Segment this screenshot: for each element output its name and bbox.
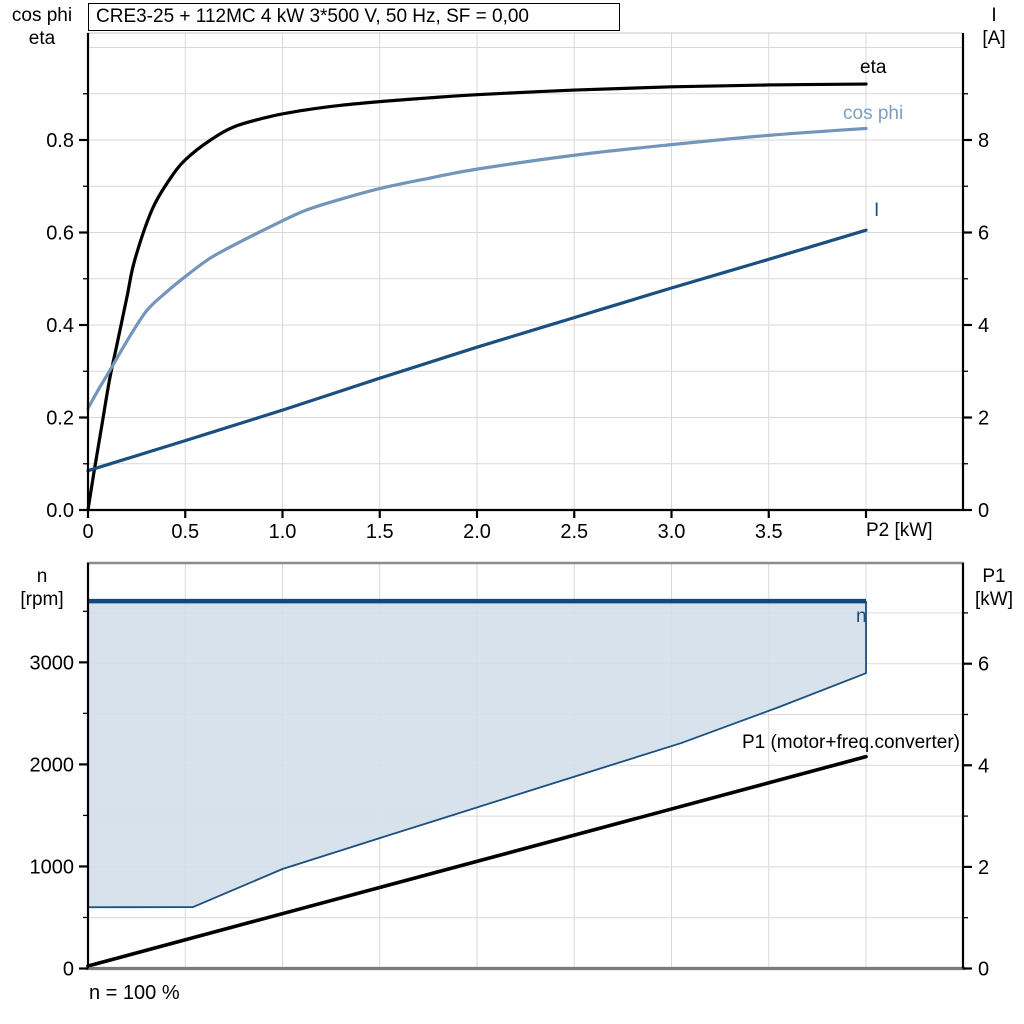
p1-line-group	[86, 754, 868, 968]
svg-text:0.2: 0.2	[46, 408, 74, 430]
svg-text:3.5: 3.5	[755, 521, 783, 543]
bottom-chart-axes: 0 1000 2000 3000 0 2 4 6	[30, 561, 989, 981]
svg-text:0: 0	[63, 959, 74, 981]
top-right-axis-title: I [A]	[982, 5, 1006, 49]
x-axis-title-p2: P2 [kW]	[866, 520, 933, 541]
svg-text:0.8: 0.8	[46, 130, 74, 152]
speed-region-label: n	[856, 606, 867, 627]
min-speed-boundary	[87, 601, 867, 909]
bottom-left-axis-title: n [rpm]	[20, 566, 64, 610]
svg-text:2000: 2000	[30, 754, 75, 776]
svg-text:3000: 3000	[30, 652, 75, 674]
svg-text:2.0: 2.0	[463, 521, 491, 543]
p1-curve-label: P1 (motor+freq.converter)	[741, 732, 960, 753]
svg-text:2.5: 2.5	[560, 521, 588, 543]
speed-region	[87, 598, 867, 909]
cos-phi-curve-label: cos phi	[843, 103, 904, 124]
top-chart-grid	[87, 32, 964, 510]
speed-footnote: n = 100 %	[89, 982, 180, 1004]
svg-text:0.5: 0.5	[171, 521, 199, 543]
svg-text:3.0: 3.0	[658, 521, 686, 543]
svg-text:1.5: 1.5	[366, 521, 394, 543]
svg-text:6: 6	[978, 223, 989, 245]
svg-text:0.0: 0.0	[46, 500, 74, 522]
chart-title-box: CRE3-25 + 112MC 4 kW 3*500 V, 50 Hz, SF …	[88, 3, 620, 31]
eta-curve	[86, 82, 868, 512]
speed-region-fill	[88, 601, 866, 908]
svg-text:2: 2	[978, 408, 989, 430]
svg-text:1.0: 1.0	[269, 521, 297, 543]
eta-curve-label: eta	[860, 57, 887, 78]
svg-text:0: 0	[82, 521, 93, 543]
svg-text:4: 4	[978, 315, 989, 337]
svg-text:0.4: 0.4	[46, 315, 74, 337]
p1-curve	[86, 754, 868, 968]
svg-text:0: 0	[978, 959, 989, 981]
svg-text:1000: 1000	[30, 856, 75, 878]
top-left-axis-title: cos phi eta	[11, 5, 73, 49]
top-chart-curves	[86, 82, 868, 512]
svg-text:0: 0	[978, 500, 989, 522]
current-curve	[86, 228, 868, 473]
cos-phi-curve	[86, 126, 868, 410]
current-curve-label: I	[874, 200, 880, 221]
svg-text:0.6: 0.6	[46, 223, 74, 245]
svg-text:8: 8	[978, 130, 989, 152]
bottom-right-axis-title: P1 [kW]	[975, 566, 1013, 610]
svg-text:4: 4	[978, 755, 989, 777]
top-chart-axes: 0.0 0.2 0.4 0.6 0.8 0 2 4 6 8 0 0.5 1.0 1.5 2.0 2.5 3.0 3…	[46, 33, 989, 543]
svg-text:2: 2	[978, 857, 989, 879]
svg-text:6: 6	[978, 654, 989, 676]
